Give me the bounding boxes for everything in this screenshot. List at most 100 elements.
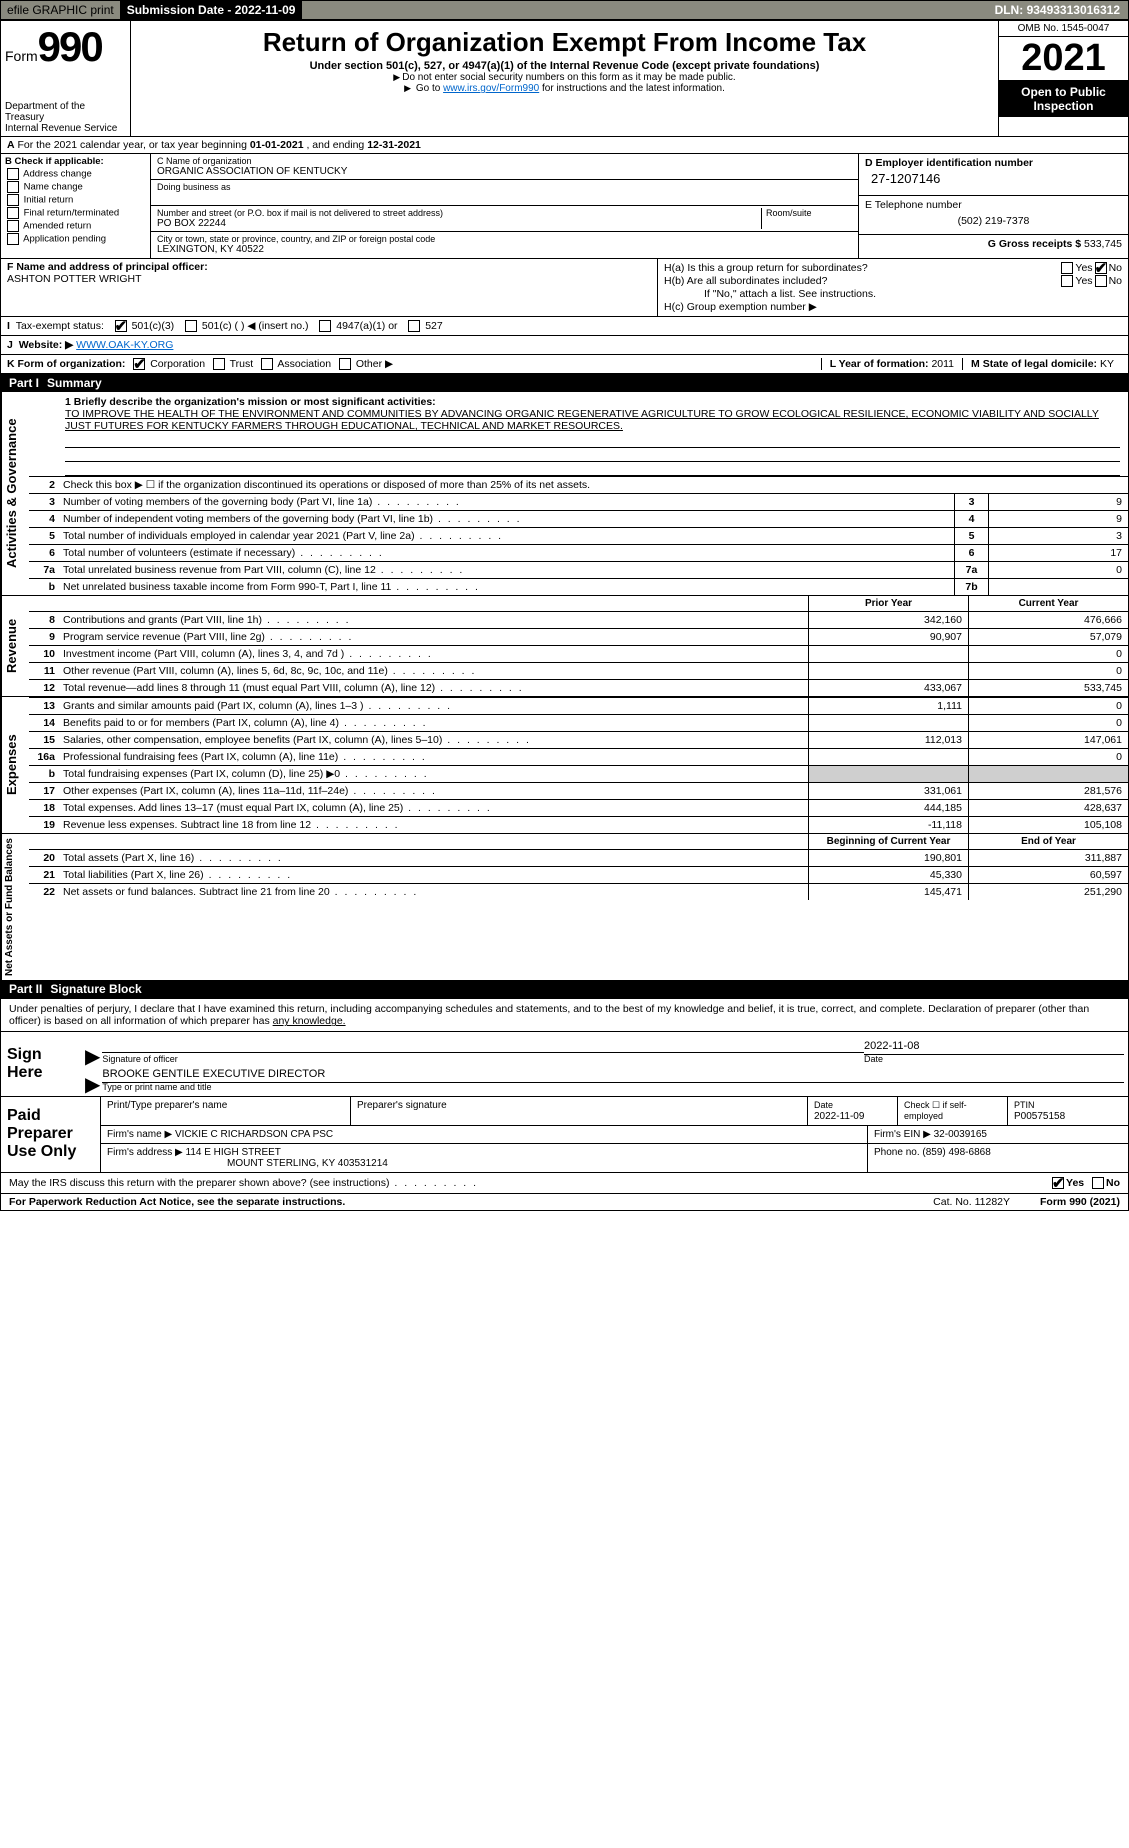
ha-yes[interactable] bbox=[1061, 262, 1073, 274]
form-title: Return of Organization Exempt From Incom… bbox=[135, 27, 994, 58]
phone-row: E Telephone number (502) 219-7378 bbox=[859, 196, 1128, 235]
chk-527[interactable] bbox=[408, 320, 420, 332]
blank-line bbox=[65, 448, 1120, 462]
officer-name-title: BROOKE GENTILE EXECUTIVE DIRECTOR bbox=[102, 1068, 1124, 1080]
ha-no[interactable] bbox=[1095, 262, 1107, 274]
dept-treasury: Department of the Treasury bbox=[5, 101, 126, 123]
city-state-zip: LEXINGTON, KY 40522 bbox=[157, 244, 852, 255]
caret-icon: ▶ bbox=[85, 1050, 100, 1064]
net-assets-section: Net Assets or Fund Balances Beginning of… bbox=[1, 833, 1128, 980]
gov-row-5: 5Total number of individuals employed in… bbox=[29, 527, 1128, 544]
h-c-line: H(c) Group exemption number ▶ bbox=[664, 301, 1122, 313]
firm-phone: Phone no. (859) 498-6868 bbox=[868, 1144, 1128, 1172]
hb-yes[interactable] bbox=[1061, 275, 1073, 287]
fin-row-b: bTotal fundraising expenses (Part IX, co… bbox=[29, 765, 1128, 782]
omb-number: OMB No. 1545-0047 bbox=[999, 21, 1128, 37]
caret-icon: ▶ bbox=[85, 1078, 100, 1092]
dba-row: Doing business as bbox=[151, 180, 858, 206]
fin-row-18: 18Total expenses. Add lines 13–17 (must … bbox=[29, 799, 1128, 816]
chk-association[interactable] bbox=[261, 358, 273, 370]
paid-preparer-label: Paid Preparer Use Only bbox=[1, 1097, 101, 1172]
chk-address-change[interactable]: Address change bbox=[5, 168, 146, 180]
chk-other[interactable] bbox=[339, 358, 351, 370]
chk-501c[interactable] bbox=[185, 320, 197, 332]
firm-name: VICKIE C RICHARDSON CPA PSC bbox=[175, 1129, 333, 1140]
fin-row-22: 22Net assets or fund balances. Subtract … bbox=[29, 883, 1128, 900]
chk-4947[interactable] bbox=[319, 320, 331, 332]
fin-row-13: 13Grants and similar amounts paid (Part … bbox=[29, 697, 1128, 714]
form-990: Form990 Department of the Treasury Inter… bbox=[0, 20, 1129, 1211]
box-b: B Check if applicable: Address change Na… bbox=[1, 154, 151, 258]
phone-value: (502) 219-7378 bbox=[865, 211, 1122, 231]
state-domicile: M State of legal domicile: KY bbox=[962, 358, 1122, 370]
paid-row-1: Print/Type preparer's name Preparer's si… bbox=[101, 1097, 1128, 1126]
fin-row-21: 21Total liabilities (Part X, line 26)45,… bbox=[29, 866, 1128, 883]
form-header: Form990 Department of the Treasury Inter… bbox=[1, 21, 1128, 137]
submission-date: Submission Date - 2022-11-09 bbox=[121, 1, 303, 19]
chk-501c3[interactable] bbox=[115, 320, 127, 332]
chk-trust[interactable] bbox=[213, 358, 225, 370]
part-1-governance: Activities & Governance 1 Briefly descri… bbox=[1, 392, 1128, 595]
irs-discuss-question: May the IRS discuss this return with the… bbox=[1, 1173, 1128, 1193]
side-expenses: Expenses bbox=[1, 697, 21, 833]
revenue-section: Revenue Prior Year Current Year 8Contrib… bbox=[1, 595, 1128, 696]
blank-line bbox=[65, 434, 1120, 448]
tax-year: 2021 bbox=[999, 37, 1128, 81]
fin-row-19: 19Revenue less expenses. Subtract line 1… bbox=[29, 816, 1128, 833]
fin-row-17: 17Other expenses (Part IX, column (A), l… bbox=[29, 782, 1128, 799]
signature-intro: Under penalties of perjury, I declare th… bbox=[1, 998, 1128, 1031]
chk-amended-return[interactable]: Amended return bbox=[5, 220, 146, 232]
discuss-no[interactable] bbox=[1092, 1177, 1104, 1189]
part-1-header: Part I Summary bbox=[1, 374, 1128, 392]
side-net-assets: Net Assets or Fund Balances bbox=[1, 834, 17, 980]
box-c: C Name of organization ORGANIC ASSOCIATI… bbox=[151, 154, 858, 258]
gov-row-6: 6Total number of volunteers (estimate if… bbox=[29, 544, 1128, 561]
chk-final-return[interactable]: Final return/terminated bbox=[5, 207, 146, 219]
self-employed-check[interactable]: Check ☐ if self-employed bbox=[898, 1097, 1008, 1125]
part-2-header: Part II Signature Block bbox=[1, 980, 1128, 998]
cat-number: Cat. No. 11282Y bbox=[903, 1196, 1040, 1208]
ein-value: 27-1207146 bbox=[865, 169, 1122, 192]
header-middle: Return of Organization Exempt From Incom… bbox=[131, 21, 998, 136]
paid-row-2: Firm's name ▶ VICKIE C RICHARDSON CPA PS… bbox=[101, 1126, 1128, 1144]
line-j-website: J Website: ▶ WWW.OAK-KY.ORG bbox=[1, 336, 1128, 355]
mission-text: TO IMPROVE THE HEALTH OF THE ENVIRONMENT… bbox=[65, 408, 1120, 432]
box-f: F Name and address of principal officer:… bbox=[1, 259, 658, 316]
ssn-note: Do not enter social security numbers on … bbox=[135, 72, 994, 83]
irs-link[interactable]: www.irs.gov/Form990 bbox=[443, 83, 539, 94]
fin-header-2: Beginning of Current Year End of Year bbox=[29, 834, 1128, 849]
form-number: Form990 bbox=[5, 23, 126, 71]
fin-row-15: 15Salaries, other compensation, employee… bbox=[29, 731, 1128, 748]
box-h: H(a) Is this a group return for subordin… bbox=[658, 259, 1128, 316]
signature-date: 2022-11-08 Date bbox=[864, 1054, 1124, 1064]
top-bar: efile GRAPHIC print Submission Date - 20… bbox=[0, 0, 1129, 20]
ptin: PTINP00575158 bbox=[1008, 1097, 1128, 1125]
fin-row-9: 9Program service revenue (Part VIII, lin… bbox=[29, 628, 1128, 645]
hb-no[interactable] bbox=[1095, 275, 1107, 287]
form-label-footer: Form 990 (2021) bbox=[1040, 1196, 1120, 1208]
chk-corporation[interactable] bbox=[133, 358, 145, 370]
fin-row-11: 11Other revenue (Part VIII, column (A), … bbox=[29, 662, 1128, 679]
side-revenue: Revenue bbox=[1, 596, 21, 696]
dln: DLN: 93493313016312 bbox=[987, 1, 1128, 19]
chk-name-change[interactable]: Name change bbox=[5, 181, 146, 193]
ein-row: D Employer identification number 27-1207… bbox=[859, 154, 1128, 196]
fin-row-20: 20Total assets (Part X, line 16)190,8013… bbox=[29, 849, 1128, 866]
box-d: D Employer identification number 27-1207… bbox=[858, 154, 1128, 258]
officer-signature-line: ▶ Signature of officer 2022-11-08 Date bbox=[81, 1048, 1128, 1066]
street-address: PO BOX 22244 bbox=[157, 218, 757, 229]
expenses-section: Expenses 13Grants and similar amounts pa… bbox=[1, 696, 1128, 833]
year-formation: L Year of formation: 2011 bbox=[821, 358, 962, 370]
chk-initial-return[interactable]: Initial return bbox=[5, 194, 146, 206]
discuss-yes[interactable] bbox=[1052, 1177, 1064, 1189]
line-i-tax-exempt: I Tax-exempt status: 501(c)(3) 501(c) ( … bbox=[1, 317, 1128, 336]
h-a-line: H(a) Is this a group return for subordin… bbox=[664, 262, 1122, 274]
section-a-tax-year: A For the 2021 calendar year, or tax yea… bbox=[1, 137, 1128, 154]
chk-application-pending[interactable]: Application pending bbox=[5, 233, 146, 245]
q2-row: 2 Check this box ▶ ☐ if the organization… bbox=[29, 476, 1128, 493]
paid-preparer-block: Paid Preparer Use Only Print/Type prepar… bbox=[1, 1096, 1128, 1173]
preparer-date: Date2022-11-09 bbox=[808, 1097, 898, 1125]
fin-row-12: 12Total revenue—add lines 8 through 11 (… bbox=[29, 679, 1128, 696]
firm-ein: Firm's EIN ▶ 32-0039165 bbox=[868, 1126, 1128, 1143]
website-link[interactable]: WWW.OAK-KY.ORG bbox=[76, 339, 173, 351]
